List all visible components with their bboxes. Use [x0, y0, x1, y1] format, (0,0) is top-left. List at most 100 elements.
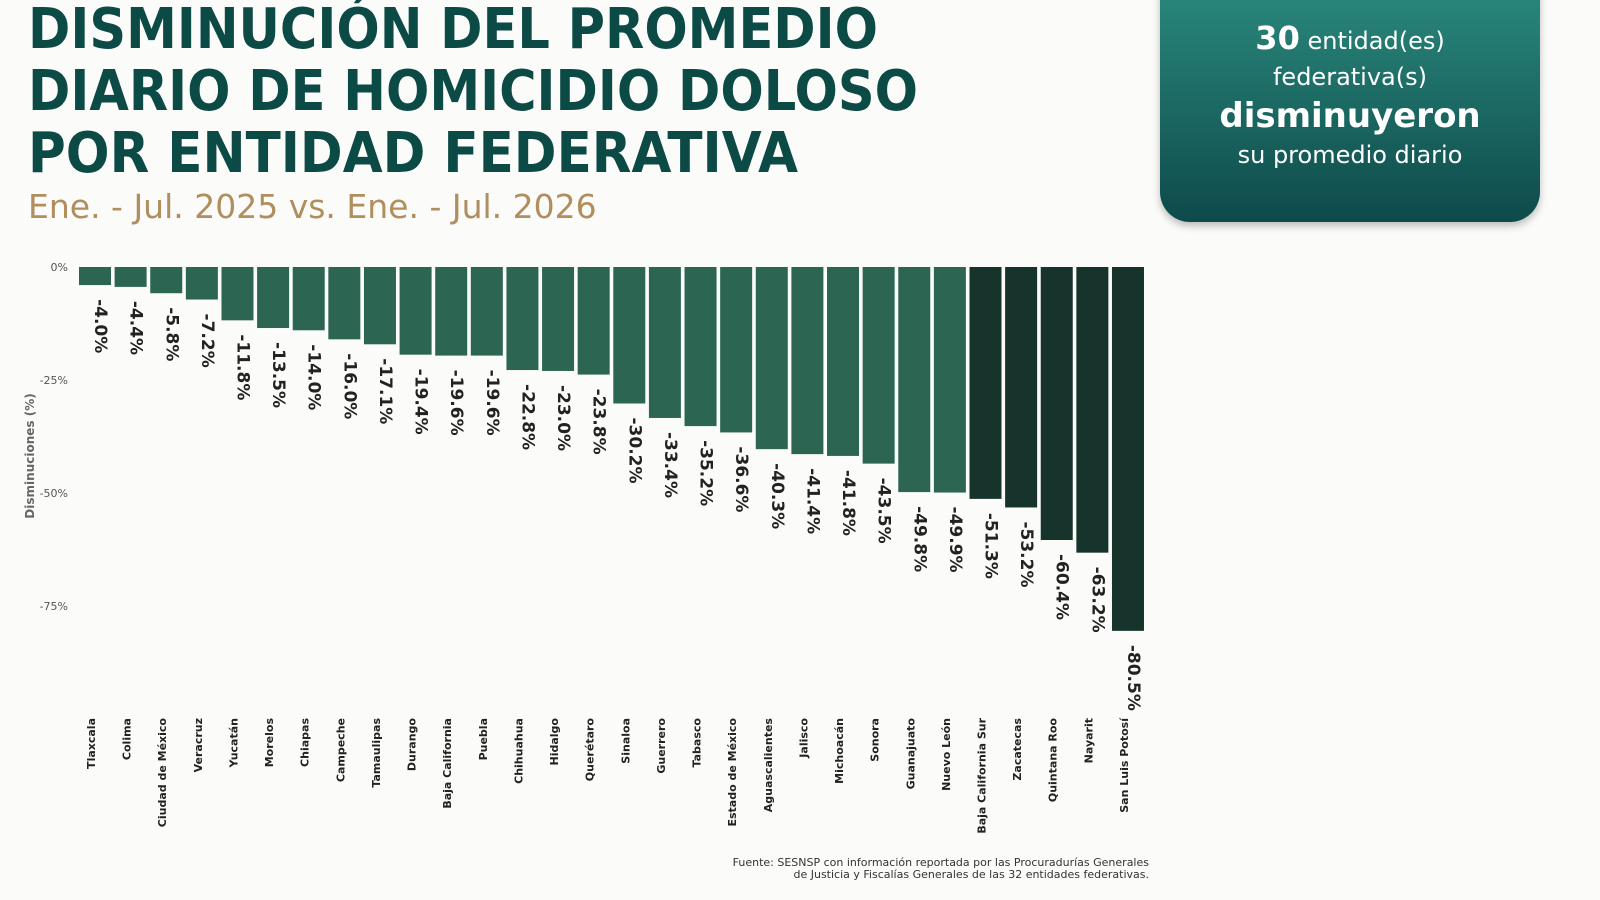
- bar: [328, 267, 361, 340]
- x-tick-label: Estado de México: [726, 718, 739, 827]
- bar: [542, 267, 575, 371]
- value-label: -35.2%: [696, 440, 716, 506]
- value-label: -7.2%: [197, 314, 217, 368]
- bar: [257, 267, 290, 329]
- source-note: de Justicia y Fiscalías Generales de las…: [793, 868, 1149, 881]
- y-tick-label: 0%: [51, 261, 68, 274]
- bar: [506, 267, 539, 371]
- x-tick-label: Tamaulipas: [370, 718, 383, 788]
- value-label: -41.4%: [802, 468, 822, 534]
- value-label: -40.3%: [767, 463, 787, 529]
- value-label: -30.2%: [624, 418, 644, 484]
- value-label: -16.0%: [339, 353, 359, 419]
- x-tick-label: Guanajuato: [904, 718, 917, 790]
- value-label: -33.4%: [660, 432, 680, 498]
- bar: [969, 267, 1002, 499]
- y-tick-label: -50%: [40, 487, 68, 500]
- bar: [79, 267, 111, 286]
- bar: [1005, 267, 1038, 508]
- callout: 30 entidad(es) federativa(s) disminuyero…: [1160, 0, 1540, 222]
- callout-line: 30 entidad(es): [1160, 20, 1540, 59]
- chart-title: POR ENTIDAD FEDERATIVA: [28, 121, 799, 186]
- value-label: -36.6%: [731, 446, 751, 512]
- value-label: -41.8%: [838, 470, 858, 536]
- x-tick-label: Nuevo León: [940, 718, 953, 791]
- value-label: -19.6%: [446, 370, 466, 436]
- bar: [185, 267, 218, 300]
- x-tick-label: Baja California Sur: [976, 717, 989, 833]
- bar: [114, 267, 147, 287]
- y-axis-label: Disminuciones (%): [23, 393, 37, 518]
- x-tick-label: Puebla: [477, 718, 490, 760]
- x-tick-label: Hidalgo: [548, 718, 561, 766]
- x-tick-label: Guerrero: [655, 718, 668, 774]
- bar: [898, 267, 931, 493]
- bar: [684, 267, 717, 427]
- subtitle: Ene. - Jul. 2025 vs. Ene. - Jul. 2026: [28, 187, 597, 226]
- bar: [791, 267, 824, 455]
- value-label: -14.0%: [304, 344, 324, 410]
- x-tick-label: Durango: [406, 718, 419, 772]
- bar: [827, 267, 860, 456]
- value-label: -49.8%: [909, 506, 929, 572]
- value-label: -49.9%: [945, 507, 965, 573]
- bar: [435, 267, 468, 356]
- bar: [720, 267, 753, 433]
- value-label: -22.8%: [517, 384, 537, 450]
- y-tick-label: -75%: [40, 600, 68, 613]
- value-label: -60.4%: [1052, 554, 1072, 620]
- x-tick-label: Michoacán: [833, 718, 846, 784]
- x-tick-label: Quintana Roo: [1047, 718, 1060, 803]
- y-tick-label: -25%: [40, 374, 68, 387]
- value-label: -43.5%: [874, 478, 894, 544]
- x-tick-label: Colima: [121, 718, 134, 760]
- value-label: -4.0%: [90, 299, 110, 353]
- chart-title: DIARIO DE HOMICIDIO DOLOSO: [28, 59, 918, 124]
- x-tick-label: Chiapas: [299, 718, 312, 767]
- bar: [470, 267, 503, 356]
- bar: [613, 267, 646, 404]
- x-tick-label: Zacatecas: [1011, 718, 1024, 781]
- bar: [1040, 267, 1073, 541]
- x-tick-label: Chihuahua: [512, 718, 525, 784]
- bar: [292, 267, 325, 331]
- bar: [577, 267, 610, 375]
- x-tick-label: Ciudad de México: [156, 718, 169, 828]
- value-label: -80.5%: [1123, 645, 1143, 711]
- x-tick-label: Jalisco: [797, 718, 810, 759]
- value-label: -17.1%: [375, 358, 395, 424]
- x-tick-label: Yucatán: [227, 718, 240, 768]
- bar: [933, 267, 966, 493]
- value-label: -23.8%: [589, 389, 609, 455]
- value-label: -13.5%: [268, 342, 288, 408]
- x-tick-label: Sinaloa: [619, 718, 632, 764]
- chart-title: DISMINUCIÓN DEL PROMEDIO: [28, 0, 878, 62]
- x-tick-label: Veracruz: [192, 718, 205, 772]
- x-tick-label: Tabasco: [691, 718, 704, 768]
- callout-text: su promedio diario: [1237, 141, 1463, 169]
- bar: [1111, 267, 1144, 631]
- bar: [363, 267, 396, 345]
- x-tick-label: Baja California: [441, 718, 454, 809]
- x-tick-label: Campeche: [334, 718, 347, 782]
- value-label: -5.8%: [161, 307, 181, 361]
- x-tick-label: Sonora: [869, 718, 882, 762]
- bar: [399, 267, 432, 355]
- x-tick-label: Querétaro: [584, 718, 597, 782]
- value-label: -19.6%: [482, 370, 502, 436]
- value-label: -19.4%: [411, 369, 431, 435]
- bar: [1076, 267, 1109, 553]
- callout-count: 30: [1255, 19, 1300, 57]
- value-label: -23.0%: [553, 385, 573, 451]
- x-tick-label: Tlaxcala: [85, 718, 98, 769]
- value-label: -51.3%: [981, 513, 1001, 579]
- value-label: -4.4%: [126, 301, 146, 355]
- source-note: Fuente: SESNSP con información reportada…: [733, 856, 1150, 869]
- x-tick-label: Morelos: [263, 718, 276, 768]
- callout-emphasis: disminuyeron: [1219, 96, 1481, 136]
- x-tick-label: Aguascalientes: [762, 718, 775, 813]
- value-label: -63.2%: [1087, 567, 1107, 633]
- bar: [755, 267, 788, 450]
